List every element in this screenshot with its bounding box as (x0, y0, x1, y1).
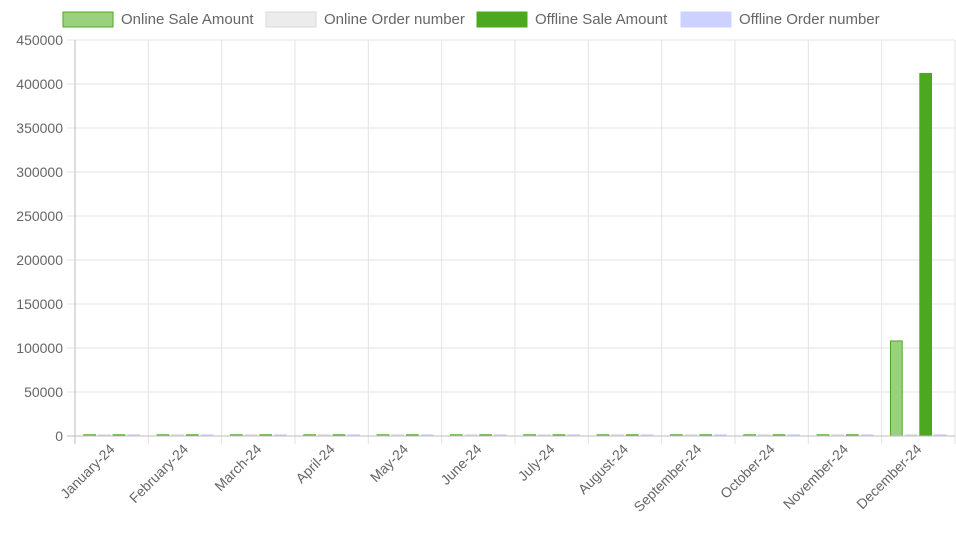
y-tick-label: 350000 (16, 120, 63, 136)
y-tick-label: 300000 (16, 164, 63, 180)
y-tick-label: 400000 (16, 76, 63, 92)
legend-swatch-offline-sale-amount (476, 11, 528, 28)
legend-swatch-offline-order-number (680, 11, 732, 28)
legend-label-online-sale-amount: Online Sale Amount (121, 11, 254, 28)
legend-item-offline-order-number[interactable]: Offline Order number (680, 11, 880, 28)
y-tick-label: 200000 (16, 252, 63, 268)
legend-item-offline-sale-amount[interactable]: Offline Sale Amount (476, 11, 668, 28)
y-axis-ticks: 0 50000 100000 150000 200000 250000 300000 3500… (16, 32, 63, 444)
y-tick-label: 50000 (24, 384, 63, 400)
x-tick-label: July-24 (515, 441, 558, 484)
grid (67, 39, 956, 444)
legend-swatch-online-sale-amount (62, 11, 114, 28)
legend-label-online-order-number: Online Order number (324, 11, 465, 28)
y-tick-label: 0 (55, 428, 63, 444)
x-tick-label: October-24 (717, 441, 778, 502)
x-axis-ticks: January-24 February-24 March-24 April-24 May… (57, 441, 925, 515)
legend-swatch-online-order-number (265, 11, 317, 28)
y-tick-label: 450000 (16, 32, 63, 48)
x-tick-label: September-24 (630, 441, 704, 515)
x-tick-label: December-24 (853, 441, 924, 512)
bar-offline-sale-amount-december-24[interactable] (919, 72, 933, 437)
x-tick-label: June-24 (437, 441, 484, 488)
axes (67, 40, 955, 444)
x-tick-label: March-24 (211, 441, 264, 494)
x-tick-label: May-24 (367, 441, 411, 485)
legend-label-offline-order-number: Offline Order number (739, 11, 880, 28)
legend-label-offline-sale-amount: Offline Sale Amount (535, 11, 668, 28)
x-tick-label: August-24 (575, 441, 632, 498)
legend-item-online-order-number[interactable]: Online Order number (265, 11, 465, 28)
legend-item-online-sale-amount[interactable]: Online Sale Amount (62, 11, 254, 28)
x-tick-label: November-24 (780, 441, 851, 512)
y-tick-label: 100000 (16, 340, 63, 356)
x-tick-label: April-24 (292, 441, 338, 487)
y-tick-label: 250000 (16, 208, 63, 224)
y-tick-label: 150000 (16, 296, 63, 312)
x-tick-label: January-24 (57, 441, 118, 502)
legend: Online Sale Amount Online Order number Off… (62, 11, 880, 28)
bar-online-sale-amount-december-24[interactable] (889, 340, 903, 437)
x-tick-label: February-24 (126, 441, 191, 506)
